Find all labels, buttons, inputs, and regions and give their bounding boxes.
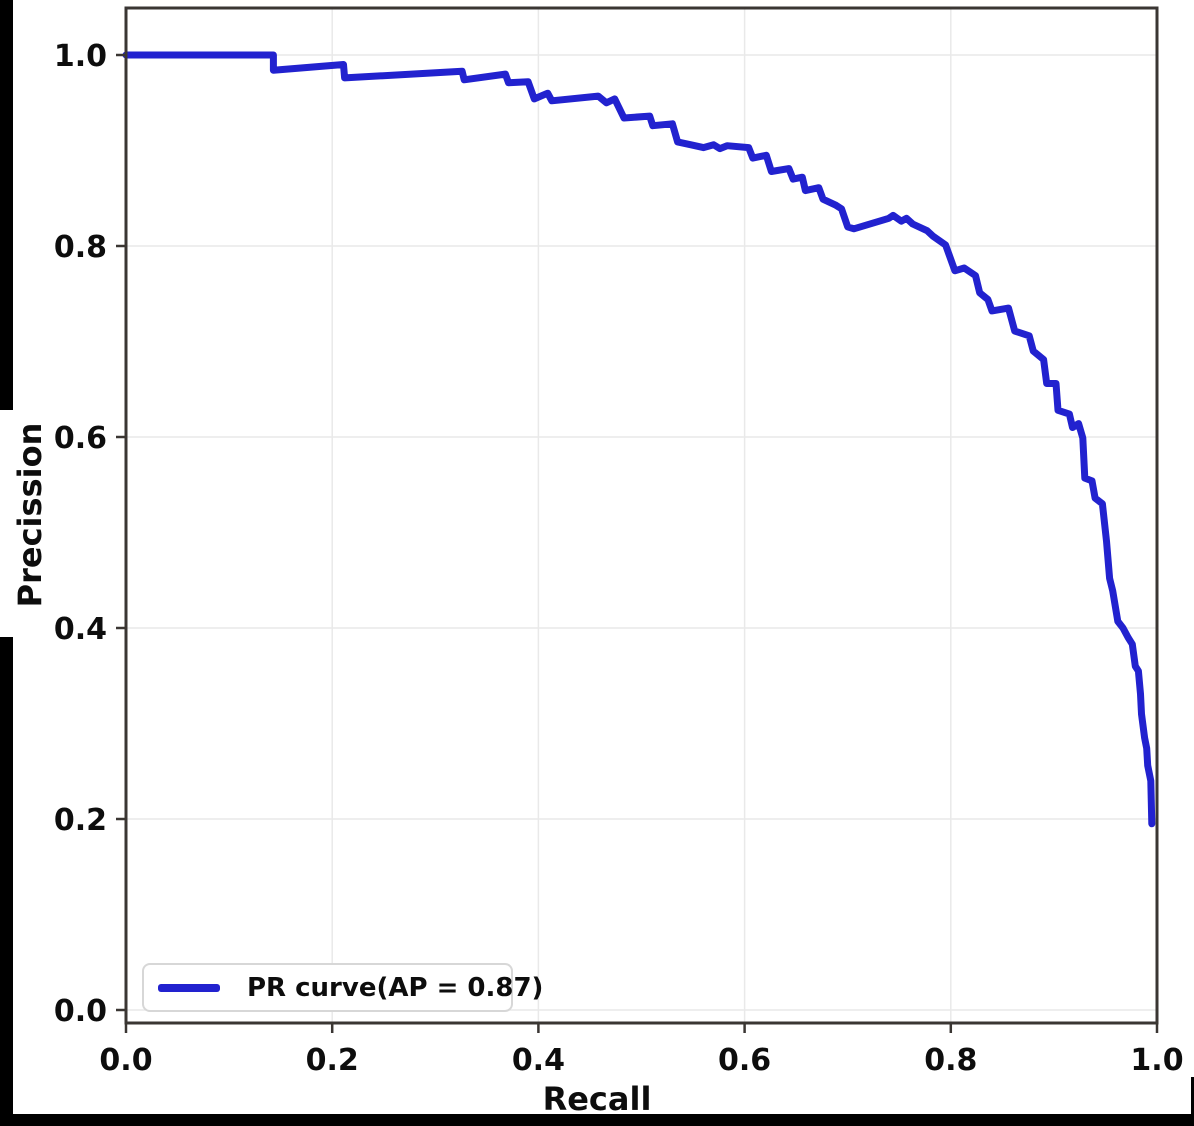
x-axis-label: Recall: [542, 1080, 652, 1118]
y-tick-label: 0.4: [54, 612, 107, 647]
screen-edge-artifact-left-bottom: [0, 637, 13, 1126]
screen-edge-artifact-left-top: [0, 0, 13, 410]
legend: PR curve(AP = 0.87): [142, 963, 543, 1012]
x-tick-label: 0.2: [306, 1043, 359, 1078]
x-tick-label: 0.8: [924, 1043, 977, 1078]
pr-curve-line: [122, 51, 1156, 828]
legend-label: PR curve(AP = 0.87): [247, 972, 544, 1003]
y-tick-label: 0.2: [54, 803, 107, 838]
y-tick-label: 0.0: [54, 994, 107, 1029]
x-tick-labels: 0.0 0.2 0.4 0.6 0.8 1.0: [99, 1043, 1183, 1078]
tick-marks: [116, 53, 1159, 1033]
x-tick-label: 0.6: [718, 1043, 771, 1078]
y-tick-label: 0.6: [54, 421, 107, 456]
y-tick-label: 0.8: [54, 230, 107, 265]
screen-edge-artifact-bottom: [0, 1114, 1194, 1126]
x-tick-label: 0.4: [512, 1043, 565, 1078]
x-tick-label: 1.0: [1130, 1043, 1183, 1078]
y-axis-label: Precission: [11, 422, 49, 608]
plot-frame: [124, 6, 1159, 1025]
y-tick-labels: 0.0 0.2 0.4 0.6 0.8 1.0: [54, 39, 107, 1029]
y-tick-label: 1.0: [54, 39, 107, 74]
screen-edge-artifact-right: [1191, 1077, 1194, 1126]
legend-line-sample: [158, 983, 220, 992]
x-tick-label: 0.0: [99, 1043, 152, 1078]
gridlines: [125, 8, 1158, 1023]
